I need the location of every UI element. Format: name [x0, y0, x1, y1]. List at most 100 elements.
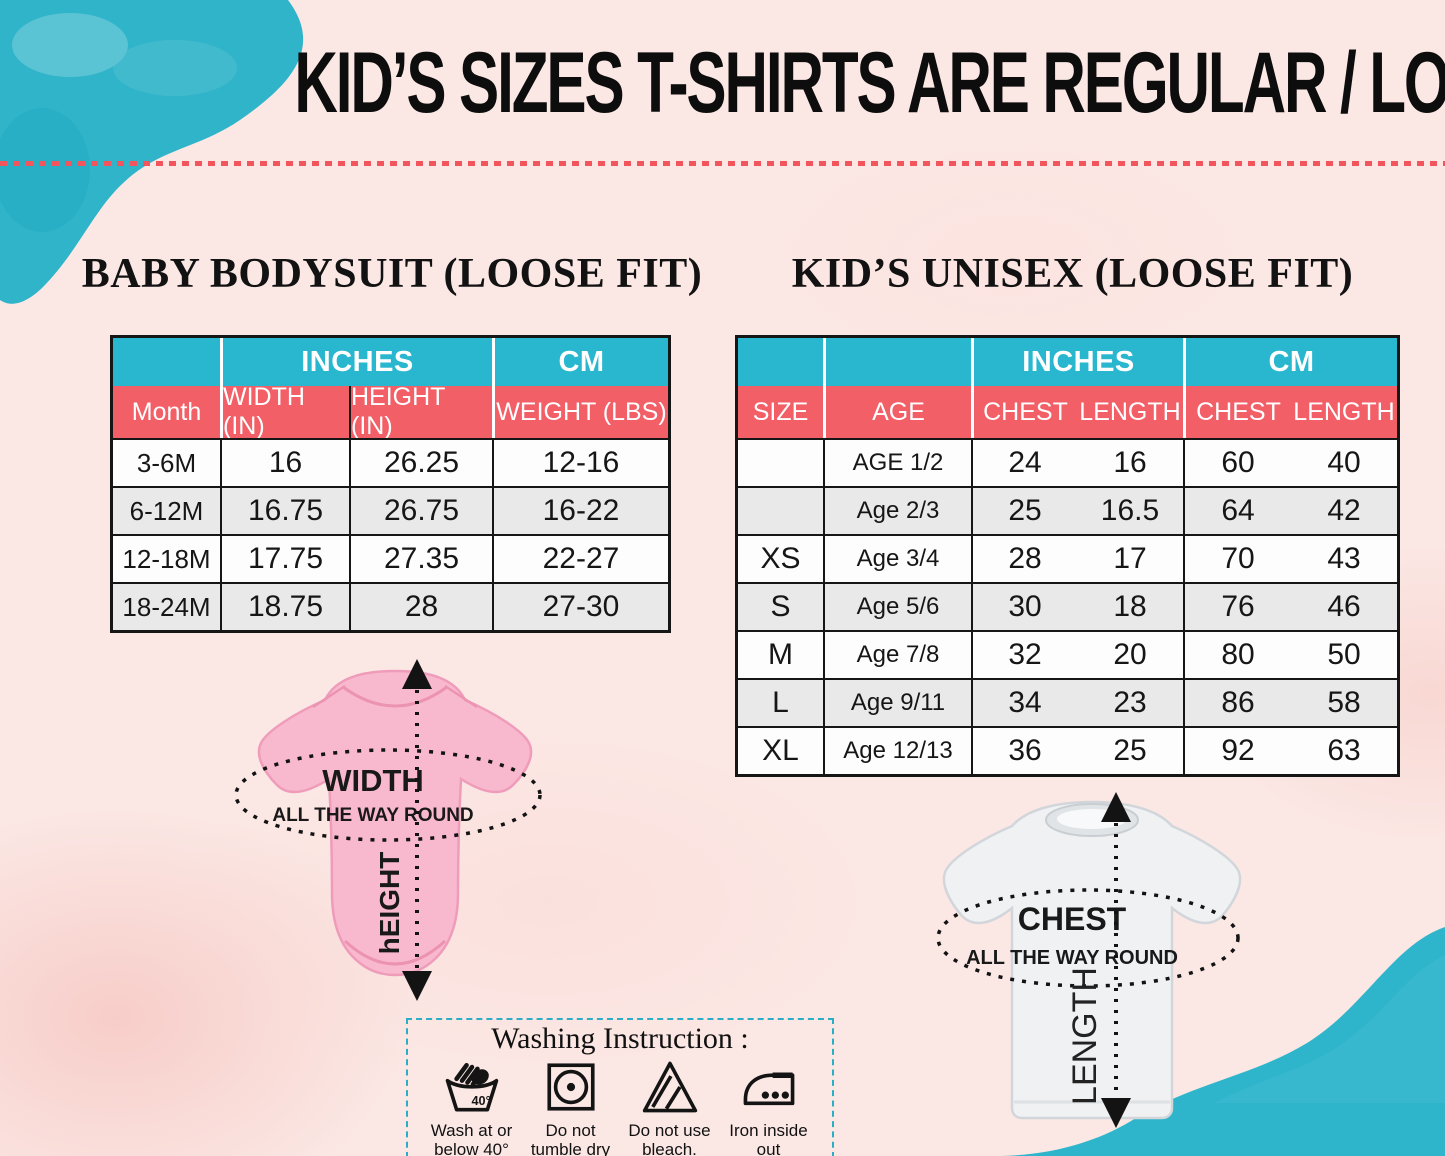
table-cell: 18: [1077, 582, 1183, 630]
table-cell: [738, 486, 823, 534]
table-cell: 18.75: [220, 582, 349, 630]
svg-text:40°: 40°: [471, 1094, 490, 1108]
table-cell: 27.35: [349, 534, 492, 582]
table-cell: S: [738, 582, 823, 630]
table-cell: 12-18M: [113, 534, 220, 582]
table-cell: 22-27: [492, 534, 668, 582]
washing-item: Do not use bleach.: [620, 1058, 719, 1156]
do-not-tumble-dry-icon: [546, 1063, 595, 1111]
table-cell: 34: [971, 678, 1077, 726]
baby-col-header: Month: [113, 386, 220, 438]
table-cell: Age 5/6: [823, 582, 971, 630]
red-dotted-divider: [0, 161, 1445, 166]
table-cell: 6-12M: [113, 486, 220, 534]
kids-col-header: CHEST: [1183, 386, 1291, 438]
table-cell: L: [738, 678, 823, 726]
table-cell: 63: [1291, 726, 1397, 774]
table-cell: 46: [1291, 582, 1397, 630]
kids-table-corner-cell: [823, 338, 971, 386]
washing-caption: Wash at or below 40°: [430, 1121, 513, 1156]
table-cell: 17: [1077, 534, 1183, 582]
washing-item: Iron inside out Low Temp.: [719, 1058, 818, 1156]
chest-measure-ellipse: CHEST ALL THE WAY ROUND: [936, 888, 1240, 988]
teal-watercolor-blob-top-left: [0, 0, 304, 304]
table-cell: 92: [1183, 726, 1291, 774]
length-measure-arrow: LENGTH: [1066, 792, 1131, 1128]
table-cell: 17.75: [220, 534, 349, 582]
table-cell: Age 7/8: [823, 630, 971, 678]
table-cell: 27-30: [492, 582, 668, 630]
baby-table-group-cm: CM: [492, 338, 668, 386]
table-cell: 42: [1291, 486, 1397, 534]
table-cell: 16-22: [492, 486, 668, 534]
table-cell: XS: [738, 534, 823, 582]
washing-title: Washing Instruction :: [491, 1022, 749, 1055]
kids-table-group-inches: INCHES: [971, 338, 1183, 386]
baby-col-header: WEIGHT (LBS): [492, 386, 668, 438]
table-cell: 23: [1077, 678, 1183, 726]
table-cell: 12-16: [492, 438, 668, 486]
table-cell: 25: [1077, 726, 1183, 774]
width-measure-ellipse: WIDTH ALL THE WAY ROUND: [234, 748, 542, 842]
table-cell: 50: [1291, 630, 1397, 678]
washing-instruction-box: Washing Instruction : 40° Wash at or bel…: [406, 1018, 834, 1156]
table-cell: 70: [1183, 534, 1291, 582]
kids-table-group-cm: CM: [1183, 338, 1397, 386]
table-cell: 28: [971, 534, 1077, 582]
kids-col-header: LENGTH: [1077, 386, 1183, 438]
table-cell: 60: [1183, 438, 1291, 486]
table-cell: 18-24M: [113, 582, 220, 630]
table-cell: 26.75: [349, 486, 492, 534]
table-cell: 20: [1077, 630, 1183, 678]
washing-caption: Iron inside out Low Temp.: [729, 1121, 808, 1156]
table-cell: [738, 438, 823, 486]
table-cell: 86: [1183, 678, 1291, 726]
baby-bodysuit-diagram: WIDTH ALL THE WAY ROUND hEIGHT: [234, 659, 542, 1001]
table-cell: 3-6M: [113, 438, 220, 486]
table-cell: 32: [971, 630, 1077, 678]
table-cell: 24: [971, 438, 1077, 486]
baby-table-corner-cell: [113, 338, 220, 386]
table-cell: M: [738, 630, 823, 678]
washing-item: Do not tumble dry: [521, 1058, 620, 1156]
width-sublabel: ALL THE WAY ROUND: [272, 805, 473, 826]
table-cell: 64: [1183, 486, 1291, 534]
table-cell: 26.25: [349, 438, 492, 486]
length-label: LENGTH: [1066, 967, 1104, 1105]
table-cell: 43: [1291, 534, 1397, 582]
table-cell: 16: [1077, 438, 1183, 486]
baby-table-group-inches: INCHES: [220, 338, 492, 386]
teal-wave-blob-bottom-right: [995, 927, 1445, 1156]
height-measure-arrow: hEIGHT: [374, 659, 432, 1001]
table-cell: 58: [1291, 678, 1397, 726]
kids-tshirt-diagram: CHEST ALL THE WAY ROUND LENGTH: [936, 792, 1242, 1128]
table-cell: 76: [1183, 582, 1291, 630]
baby-size-table: INCHES CM Month WIDTH (IN) HEIGHT (IN) W…: [110, 335, 671, 633]
hand-wash-icon: 40°: [445, 1062, 498, 1112]
chest-sublabel: ALL THE WAY ROUND: [966, 947, 1178, 969]
table-cell: 25: [971, 486, 1077, 534]
baby-col-header: WIDTH (IN): [220, 386, 349, 438]
table-cell: 36: [971, 726, 1077, 774]
table-cell: Age 9/11: [823, 678, 971, 726]
table-cell: Age 12/13: [823, 726, 971, 774]
table-cell: 28: [349, 582, 492, 630]
washing-item: 40° Wash at or below 40°: [422, 1058, 521, 1156]
width-label: WIDTH: [322, 763, 424, 798]
table-cell: 80: [1183, 630, 1291, 678]
height-label: hEIGHT: [374, 852, 405, 955]
table-cell: XL: [738, 726, 823, 774]
washing-caption: Do not use bleach.: [628, 1121, 711, 1156]
baby-section-heading: BABY BODYSUIT (LOOSE FIT): [81, 251, 703, 297]
table-cell: Age 3/4: [823, 534, 971, 582]
kids-col-header: CHEST: [971, 386, 1077, 438]
page-title-text: KID’S SIZES T-SHIRTS ARE REGULAR / LOOSE…: [294, 35, 1445, 131]
table-cell: Age 2/3: [823, 486, 971, 534]
table-cell: 16.5: [1077, 486, 1183, 534]
table-cell: 16.75: [220, 486, 349, 534]
washing-caption: Do not tumble dry: [530, 1121, 611, 1156]
table-cell: AGE 1/2: [823, 438, 971, 486]
page-title: KID’S SIZES T-SHIRTS ARE REGULAR / LOOSE…: [0, 34, 1445, 133]
table-cell: 16: [220, 438, 349, 486]
